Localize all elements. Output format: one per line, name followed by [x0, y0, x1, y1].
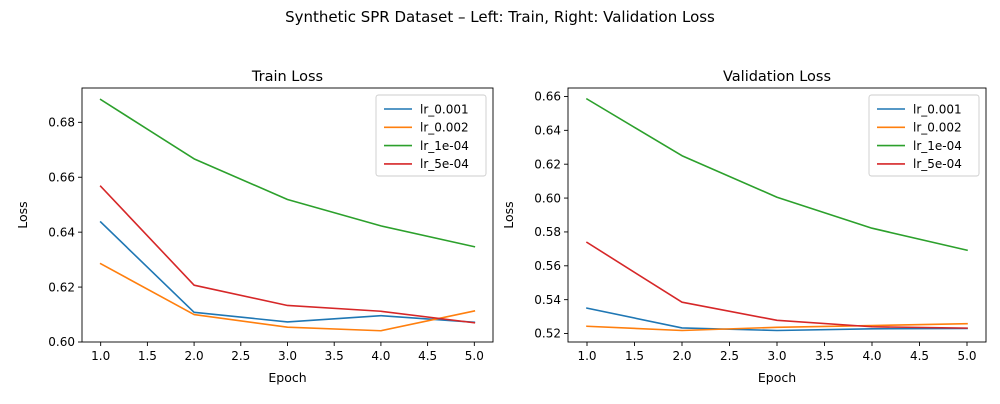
- y-tick-label: 0.64: [48, 225, 75, 239]
- x-tick-label: 2.5: [720, 349, 739, 363]
- series-line-lr-5e-04: [585, 241, 968, 329]
- x-tick-label: 3.0: [278, 349, 297, 363]
- series-line-lr-1e-04: [585, 97, 968, 252]
- legend-label-lr-1e-04: lr_1e-04: [420, 139, 469, 153]
- x-tick-label: 5.0: [957, 349, 976, 363]
- x-tick-label: 3.0: [767, 349, 786, 363]
- x-tick-label: 5.0: [465, 349, 484, 363]
- y-tick-label: 0.66: [534, 90, 561, 104]
- chart-title: Validation Loss: [723, 69, 831, 85]
- x-tick-label: 4.0: [862, 349, 881, 363]
- x-tick-label: 2.0: [672, 349, 691, 363]
- y-tick-label: 0.56: [534, 259, 561, 273]
- series-line-lr-0-001: [586, 307, 968, 332]
- x-axis-label: Epoch: [758, 370, 796, 385]
- y-tick-label: 0.62: [48, 280, 75, 294]
- y-tick-label: 0.60: [48, 335, 75, 349]
- train-loss-chart: Train Loss 1.0 1.5 2.0 2.5 3.0 3.5 4.0 4.5 5.0 0.6…: [15, 69, 494, 385]
- y-axis-label: Loss: [15, 201, 30, 228]
- legend-label-lr-0-002: lr_0.002: [913, 121, 962, 135]
- legend: lr_0.001 lr_0.002 lr_1e-04 lr_5e-04: [375, 94, 487, 177]
- x-tick-label: 3.5: [325, 349, 344, 363]
- y-tick-label: 0.66: [48, 170, 75, 184]
- x-tick-label: 1.5: [138, 349, 157, 363]
- legend-box: [868, 94, 980, 177]
- y-tick-label: 0.52: [534, 327, 561, 341]
- x-tick-label: 1.0: [577, 349, 596, 363]
- y-tick-label: 0.54: [534, 293, 561, 307]
- x-tick-label: 1.5: [625, 349, 644, 363]
- x-tick-label: 2.5: [231, 349, 250, 363]
- x-tick-label: 2.0: [185, 349, 204, 363]
- series-line-lr-0-002: [99, 262, 476, 332]
- legend-box: [375, 94, 487, 177]
- legend-label-lr-1e-04: lr_1e-04: [913, 139, 962, 153]
- series-line-lr-5e-04: [99, 185, 476, 324]
- y-tick-label: 0.62: [534, 157, 561, 171]
- x-tick-label: 4.0: [371, 349, 390, 363]
- x-tick-label: 3.5: [815, 349, 834, 363]
- series-line-lr-1e-04: [99, 98, 476, 248]
- legend-label-lr-5e-04: lr_5e-04: [420, 157, 469, 171]
- validation-loss-chart: Validation Loss 1.0 1.5 2.0 2.5 3.0 3.5 4.0 4.5 5…: [501, 69, 987, 385]
- x-axis-label: Epoch: [268, 370, 306, 385]
- x-tick-label: 4.5: [418, 349, 437, 363]
- x-tick-label: 4.5: [910, 349, 929, 363]
- legend: lr_0.001 lr_0.002 lr_1e-04 lr_5e-04: [868, 94, 980, 177]
- plot-frame: [567, 87, 987, 343]
- chart-title: Train Loss: [251, 69, 323, 85]
- y-tick-label: 0.68: [48, 116, 75, 130]
- series-line-lr-0-002: [586, 322, 968, 332]
- y-axis-label: Loss: [501, 201, 516, 228]
- y-tick-label: 0.58: [534, 225, 561, 239]
- legend-label-lr-5e-04: lr_5e-04: [913, 157, 962, 171]
- figure-suptitle: Synthetic SPR Dataset – Left: Train, Rig…: [285, 8, 715, 26]
- legend-label-lr-0-002: lr_0.002: [420, 121, 469, 135]
- y-tick-label: 0.60: [534, 191, 561, 205]
- plot-frame: [81, 87, 494, 343]
- legend-label-lr-0-001: lr_0.001: [420, 102, 469, 116]
- y-tick-label: 0.64: [534, 124, 561, 138]
- legend-label-lr-0-001: lr_0.001: [913, 102, 962, 116]
- x-tick-label: 1.0: [91, 349, 110, 363]
- series-line-lr-0-001: [99, 220, 476, 324]
